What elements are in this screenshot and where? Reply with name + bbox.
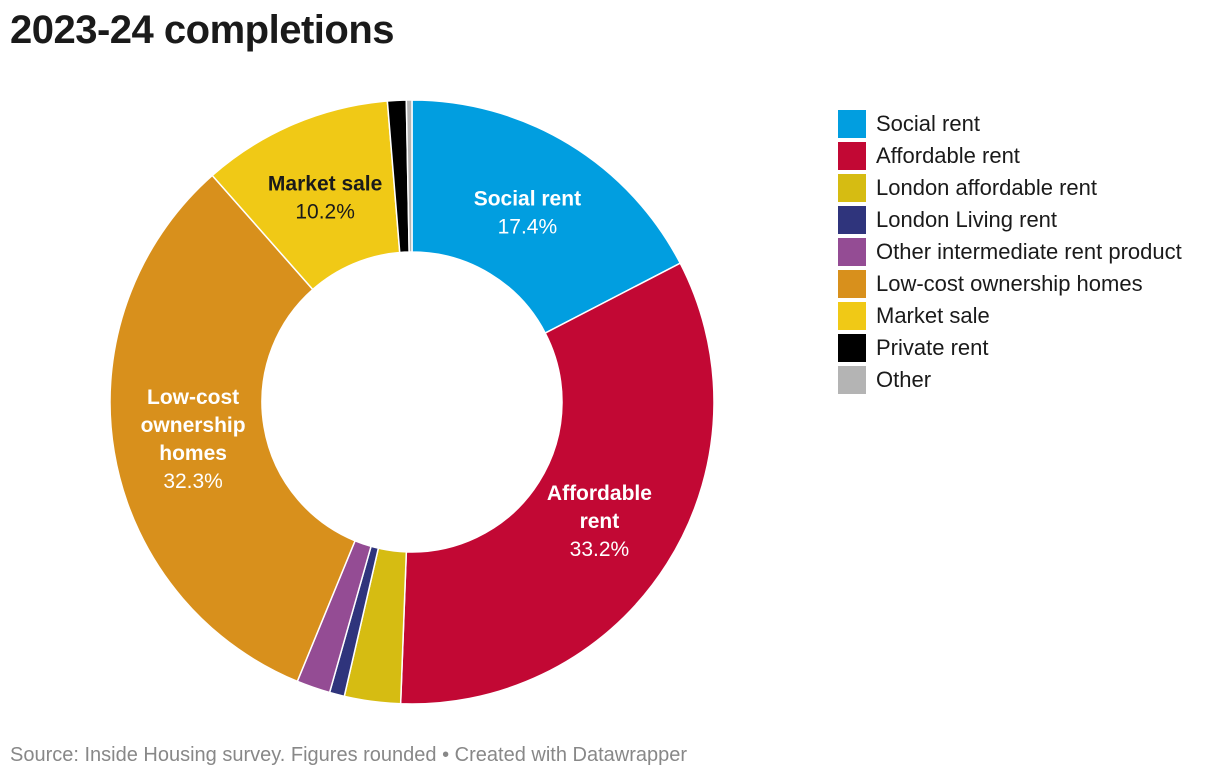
legend-item-low-cost-ownership-homes: Low-cost ownership homes bbox=[838, 268, 1182, 300]
legend-swatch bbox=[838, 110, 866, 138]
slice-label-line: Low-cost bbox=[147, 386, 239, 409]
donut-slices bbox=[109, 99, 715, 705]
slice-affordable-rent bbox=[399, 262, 715, 705]
chart-title: 2023-24 completions bbox=[10, 8, 395, 52]
slice-label-affordable-rent: Affordable rent 33.2% bbox=[547, 482, 652, 561]
slice-value-label: 32.3% bbox=[163, 470, 223, 493]
slice-other bbox=[405, 99, 413, 253]
legend-swatch bbox=[838, 334, 866, 362]
legend-label: London Living rent bbox=[876, 207, 1058, 232]
slice-social-rent bbox=[411, 99, 682, 335]
legend-label: Other intermediate rent product bbox=[876, 239, 1182, 264]
chart-footer: Source: Inside Housing survey. Figures r… bbox=[10, 744, 687, 767]
legend-swatch bbox=[838, 142, 866, 170]
slice-label-line: ownership bbox=[141, 414, 246, 437]
slice-label-low-cost-ownership-homes: Low-cost ownership homes 32.3% bbox=[141, 386, 246, 493]
legend-label: Affordable rent bbox=[876, 143, 1020, 168]
slice-label-line: Social rent bbox=[474, 187, 581, 210]
slice-labels: Social rent 17.4% Affordable rent 33.2% Low-c… bbox=[141, 173, 652, 561]
legend-swatch bbox=[838, 174, 866, 202]
footer-separator: • bbox=[442, 744, 450, 766]
legend-item-other-intermediate-rent-product: Other intermediate rent product bbox=[838, 236, 1182, 268]
slice-value-label: 17.4% bbox=[498, 215, 558, 238]
slice-value-label: 33.2% bbox=[570, 538, 630, 561]
legend-item-london-living-rent: London Living rent bbox=[838, 204, 1182, 236]
legend-label: Private rent bbox=[876, 335, 989, 360]
legend-swatch bbox=[838, 302, 866, 330]
legend-swatch bbox=[838, 366, 866, 394]
legend-swatch bbox=[838, 206, 866, 234]
legend-swatch bbox=[838, 238, 866, 266]
slice-label-social-rent: Social rent 17.4% bbox=[474, 187, 581, 238]
legend-label: London affordable rent bbox=[876, 175, 1097, 200]
legend-label: Other bbox=[876, 367, 932, 392]
slice-label-line: rent bbox=[580, 510, 620, 533]
credit-note: Created with Datawrapper bbox=[454, 744, 688, 766]
slice-low-cost-ownership-homes bbox=[109, 174, 357, 683]
legend-label: Social rent bbox=[876, 111, 980, 136]
slice-label-market-sale: Market sale 10.2% bbox=[268, 173, 382, 224]
legend-label: Market sale bbox=[876, 303, 990, 328]
legend-item-other: Other bbox=[838, 364, 1182, 396]
slice-label-line: Market sale bbox=[268, 173, 382, 196]
chart-legend: Social rent Affordable rent London afforda… bbox=[838, 108, 1182, 396]
slice-label-line: Affordable bbox=[547, 482, 652, 505]
legend-swatch bbox=[838, 270, 866, 298]
legend-item-affordable-rent: Affordable rent bbox=[838, 140, 1182, 172]
legend-item-social-rent: Social rent bbox=[838, 108, 1182, 140]
legend-item-market-sale: Market sale bbox=[838, 300, 1182, 332]
source-note: Source: Inside Housing survey. Figures r… bbox=[10, 744, 437, 766]
legend-label: Low-cost ownership homes bbox=[876, 271, 1143, 296]
slice-value-label: 10.2% bbox=[295, 201, 355, 224]
legend-item-private-rent: Private rent bbox=[838, 332, 1182, 364]
legend-item-london-affordable-rent: London affordable rent bbox=[838, 172, 1182, 204]
slice-label-line: homes bbox=[159, 442, 227, 465]
